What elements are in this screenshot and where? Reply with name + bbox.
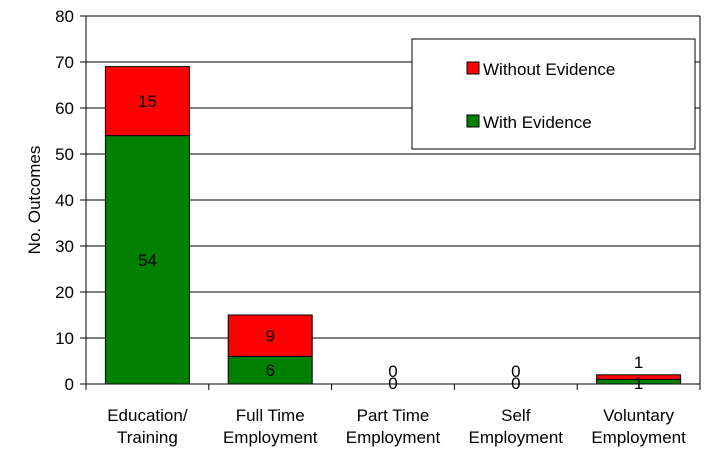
bar-segment-without-evidence <box>596 374 682 380</box>
bar-segment-without-evidence <box>227 314 313 357</box>
x-category-label: Self Employment <box>469 406 564 447</box>
data-label: 9 <box>265 327 274 346</box>
axes: 01020304050607080Education/TrainingFull … <box>55 7 701 447</box>
data-label: 1 <box>634 353 643 372</box>
legend-label: With Evidence <box>483 113 592 132</box>
data-label: 15 <box>138 92 157 111</box>
x-category-label-line: Employment <box>223 428 318 447</box>
legend-label: Without Evidence <box>483 60 615 79</box>
y-tick-label: 80 <box>55 7 74 26</box>
y-tick-label: 40 <box>55 191 74 210</box>
data-label: 0 <box>511 374 520 393</box>
data-label: 0 <box>511 362 520 381</box>
x-category-label-line: Employment <box>591 428 686 447</box>
x-category-label: Voluntary Employment <box>591 406 686 447</box>
legend-swatch <box>466 114 480 128</box>
data-label: 54 <box>138 251 157 270</box>
legend: Without Evidence With Evidence <box>411 38 696 150</box>
x-category-label: Full Time Employment <box>223 406 318 447</box>
data-label: 0 <box>388 374 397 393</box>
bar-segment-without-evidence <box>104 66 190 137</box>
y-tick-label: 60 <box>55 99 74 118</box>
x-category-label-line: Employment <box>346 428 441 447</box>
y-tick-label: 30 <box>55 237 74 256</box>
bars <box>104 66 682 385</box>
x-category-label-line: Part Time <box>357 406 430 425</box>
y-axis-title: No. Outcomes <box>25 146 44 255</box>
x-category-label: Part Time Employment <box>346 406 441 447</box>
legend-box <box>411 38 696 150</box>
y-tick-label: 10 <box>55 329 74 348</box>
y-tick-label: 0 <box>65 375 74 394</box>
bar-segment-with-evidence <box>227 355 313 385</box>
x-category-label-line: Training <box>117 428 178 447</box>
x-category-label: Education/Training <box>107 406 188 447</box>
legend-swatch <box>466 61 480 75</box>
x-category-label-line: Full Time <box>236 406 305 425</box>
x-category-label-line: Employment <box>469 428 564 447</box>
y-tick-label: 20 <box>55 283 74 302</box>
data-label: 6 <box>265 361 274 380</box>
y-tick-label: 70 <box>55 53 74 72</box>
x-category-label-line: Self <box>501 406 531 425</box>
x-category-label-line: Education/ <box>107 406 188 425</box>
data-label: 1 <box>634 374 643 393</box>
data-label: 0 <box>388 362 397 381</box>
x-category-label-line: Voluntary <box>603 406 674 425</box>
y-tick-label: 50 <box>55 145 74 164</box>
